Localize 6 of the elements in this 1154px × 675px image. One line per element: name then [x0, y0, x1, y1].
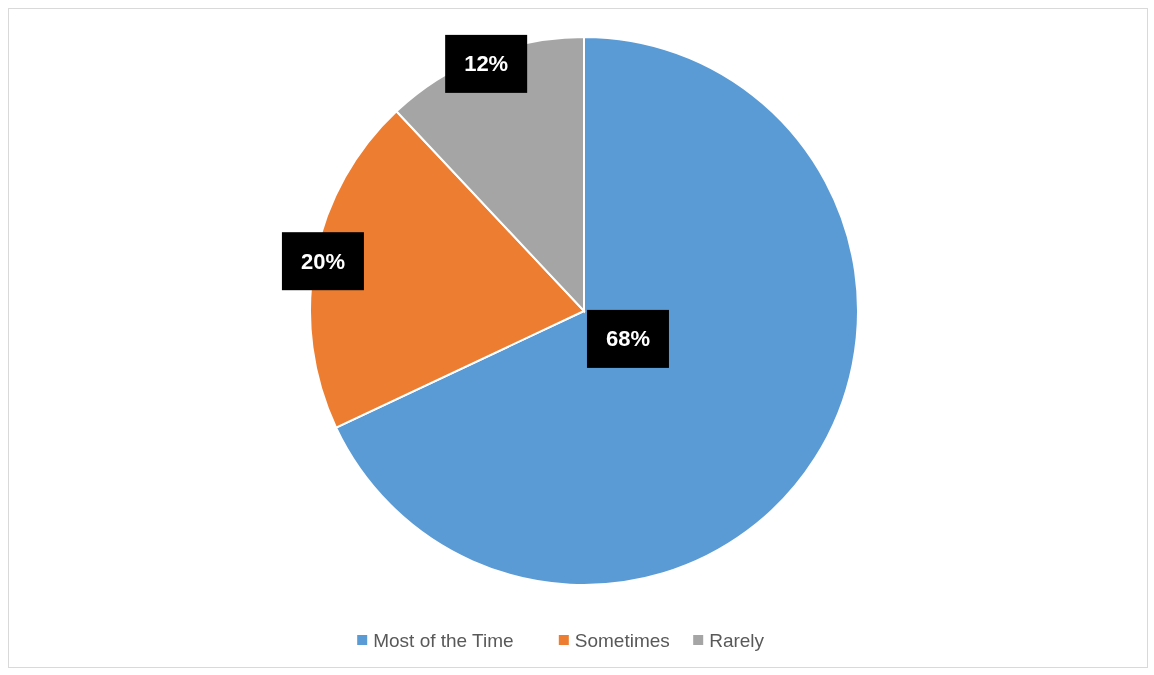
legend-label: Most of the Time [373, 629, 514, 651]
legend-label: Sometimes [574, 629, 670, 651]
legend-label: Rarely [709, 629, 765, 651]
data-label: 68% [605, 326, 650, 352]
data-label: 20% [300, 248, 345, 274]
data-label: 12% [464, 51, 509, 77]
